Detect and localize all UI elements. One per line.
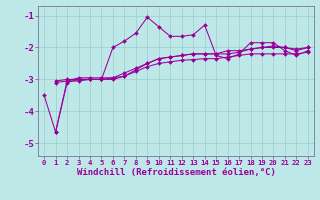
X-axis label: Windchill (Refroidissement éolien,°C): Windchill (Refroidissement éolien,°C)	[76, 168, 276, 177]
